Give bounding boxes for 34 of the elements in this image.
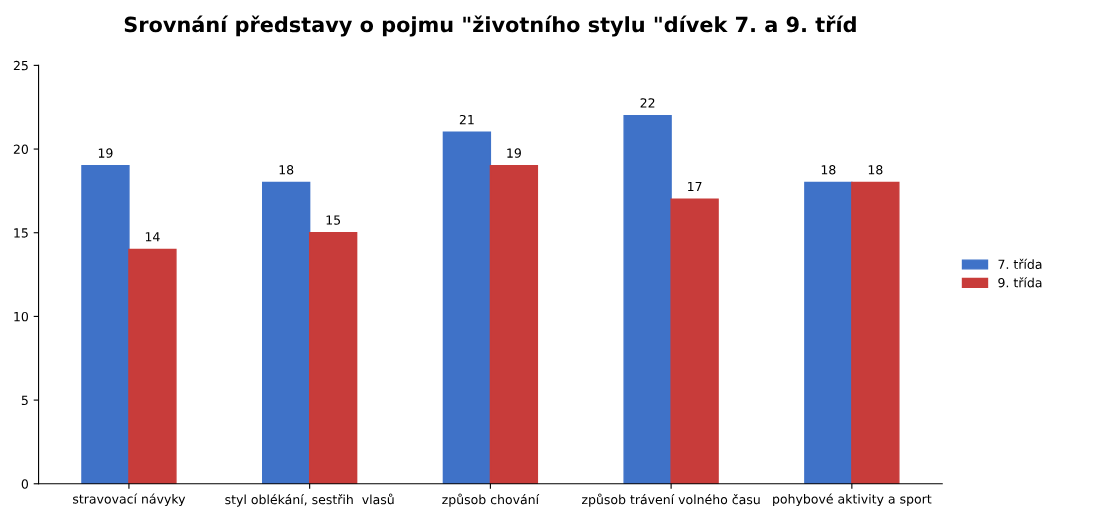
bar xyxy=(261,181,311,484)
bar xyxy=(489,165,539,484)
data-label: 18 xyxy=(821,165,836,175)
bar xyxy=(128,248,177,484)
data-label: 15 xyxy=(326,215,341,225)
y-tick-label: 20 xyxy=(13,144,29,154)
bar xyxy=(81,165,130,484)
bar xyxy=(308,232,358,484)
x-tick-label: způsob chování xyxy=(442,493,540,507)
chart-title: Srovnání představy o pojmu "životního stylu "dívek 7. a 9. tříd xyxy=(124,15,856,37)
data-label: 18 xyxy=(279,165,294,175)
x-tick-label: pohybové aktivity a sport xyxy=(773,493,932,507)
y-tick-label: 5 xyxy=(21,395,28,406)
data-label: 21 xyxy=(459,114,474,125)
x-tick-label: stravovací návyky xyxy=(73,493,186,507)
legend-label: 7. třída xyxy=(998,258,1042,270)
legend-label: 9. třída xyxy=(998,277,1042,288)
bar xyxy=(670,198,719,484)
y-tick-label: 25 xyxy=(13,60,28,71)
bar xyxy=(851,181,900,484)
x-tick-label: způsob trávení volného času xyxy=(582,493,760,507)
data-label: 18 xyxy=(868,165,883,175)
y-tick-label: 0 xyxy=(21,479,29,489)
bar xyxy=(442,131,492,484)
bar xyxy=(804,181,853,484)
data-label: 19 xyxy=(507,148,521,158)
y-tick-label: 10 xyxy=(14,311,29,322)
data-label: 17 xyxy=(688,181,702,192)
y-tick-label: 15 xyxy=(14,228,28,238)
bar xyxy=(623,114,672,484)
data-label: 19 xyxy=(98,148,113,158)
x-tick-label: styl oblékání, sestřih vlasů xyxy=(225,493,394,507)
data-label: 22 xyxy=(640,98,655,108)
data-label: 14 xyxy=(145,232,160,242)
